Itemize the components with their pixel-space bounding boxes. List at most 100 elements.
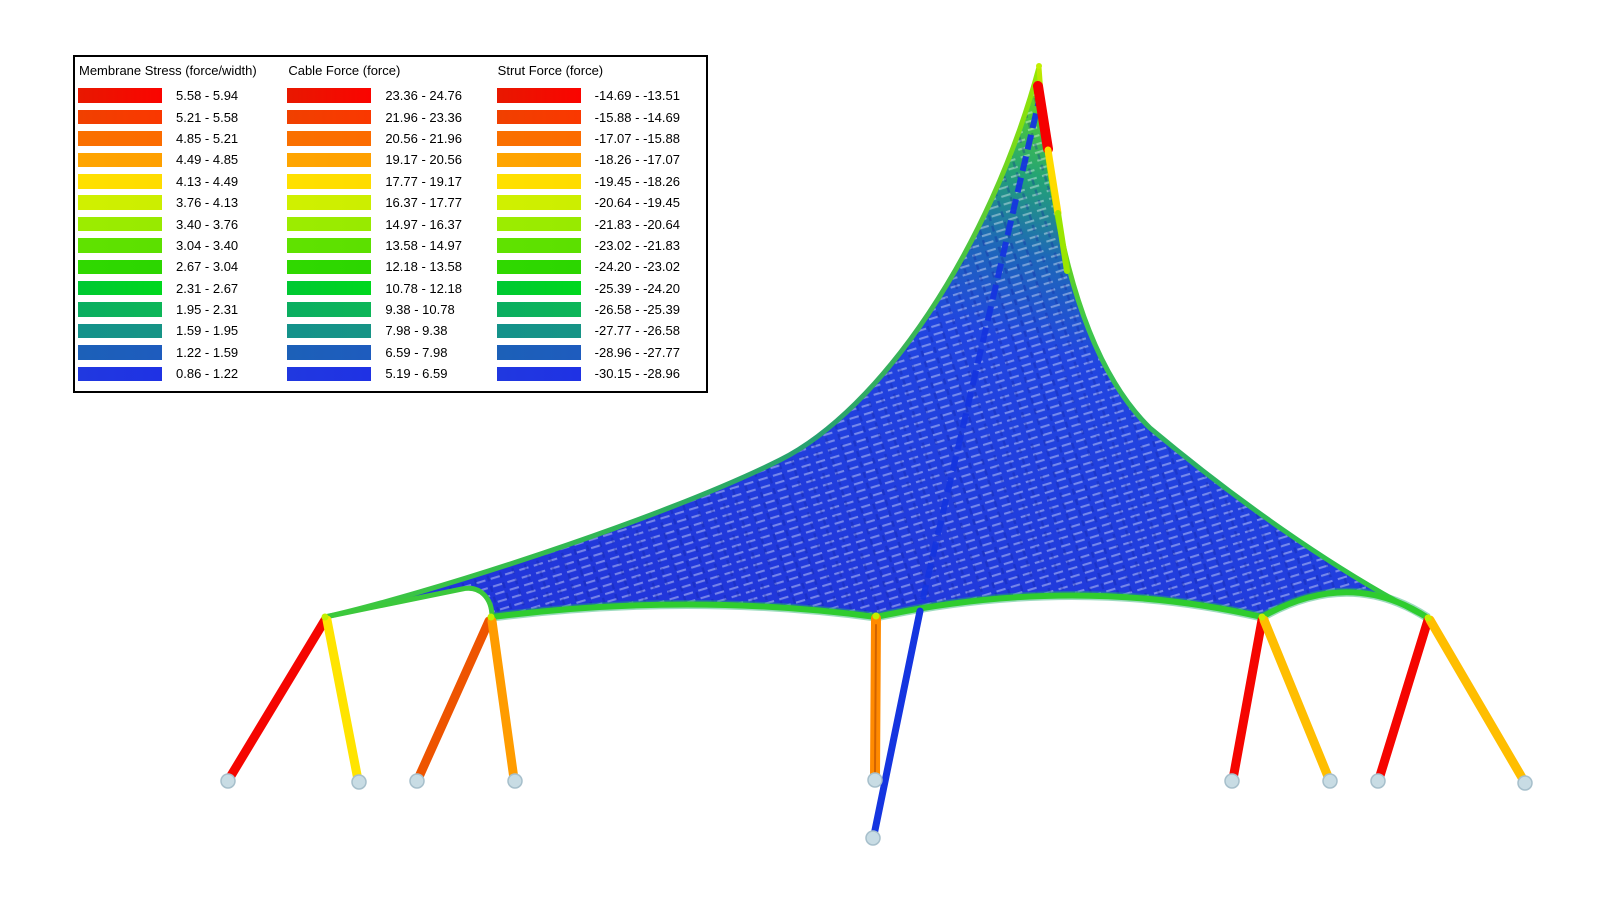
node-dot[interactable] [1036,63,1042,69]
apex-strut-red[interactable] [1033,81,1053,154]
node-group[interactable] [321,63,1432,622]
strut-a4-left[interactable] [1374,615,1433,784]
anchor-ball[interactable] [409,773,425,789]
legend-column-title: Membrane Stress (force/width) [79,63,257,78]
legend-color-swatch [287,216,372,232]
legend-color-swatch [496,195,581,210]
legend-row: 5.21 - 5.58 [78,106,287,127]
strut-a2-left[interactable] [413,616,494,784]
strut-a1-right[interactable] [322,615,363,785]
legend-row: -15.88 - -14.69 [496,106,706,127]
legend-color-swatch [287,109,372,125]
anchor-ball[interactable] [1224,773,1240,789]
edge-cable-bottom-1[interactable] [489,601,879,620]
legend-range-label: -26.58 - -25.39 [594,302,680,318]
legend-range-label: 0.86 - 1.22 [176,366,239,382]
anchor-ball[interactable] [1322,773,1338,789]
legend-range-label: 5.21 - 5.58 [176,109,239,125]
legend-row: -27.77 - -26.58 [496,320,706,341]
legend-range-label: -18.26 - -17.07 [594,152,680,168]
strut-a1-left[interactable] [224,615,330,784]
legend-range-label: 16.37 - 17.77 [385,195,462,211]
tie-cable-upper[interactable] [917,91,1044,612]
node-dot[interactable] [1258,613,1266,621]
node-dot[interactable] [487,613,495,621]
edge-cable-corner-collar[interactable] [322,585,495,620]
edge-cable-bottom-3[interactable] [1259,589,1431,621]
strut-a2-right[interactable] [487,616,519,784]
legend-color-swatch [78,302,162,317]
legend-range-label: 1.59 - 1.95 [176,323,239,339]
apex-edge-yellow[interactable] [1044,146,1062,217]
anchor-ball[interactable] [507,773,523,789]
legend-range-label: 4.85 - 5.21 [176,130,239,146]
legend-row: -24.20 - -23.02 [496,256,706,277]
legend-row: -18.26 - -17.07 [496,149,706,170]
legend-color-swatch [287,131,372,146]
legend-color-swatch [287,152,372,168]
legend-color-swatch [287,302,372,317]
node-dot[interactable] [321,613,329,621]
membrane-weave-shading [325,67,1428,618]
legend-color-swatch [78,109,162,125]
legend-column: Strut Force (force) -14.69 - -13.51 -15.88… [496,60,706,391]
node-dot[interactable] [1424,614,1432,622]
legend-range-label: -21.83 - -20.64 [594,216,680,232]
legend-range-label: 20.56 - 21.96 [385,130,462,146]
strut-group[interactable] [224,613,1529,786]
legend-row: 2.67 - 3.04 [78,256,287,277]
apex-edge-lime[interactable] [1055,210,1070,274]
node-dot[interactable] [872,612,880,620]
legend-range-label: 5.19 - 6.59 [385,366,448,382]
legend-row: 3.40 - 3.76 [78,213,287,234]
legend-row: -23.02 - -21.83 [496,235,706,256]
anchor-ball[interactable] [1517,775,1533,791]
anchor-ball[interactable] [220,773,236,789]
legend-row: -30.15 - -28.96 [496,363,706,384]
edge-cable-group[interactable] [322,64,1431,621]
legend-range-label: 2.31 - 2.67 [176,280,239,296]
anchor-ball[interactable] [867,772,883,788]
anchor-ball[interactable] [351,774,367,790]
edge-cable-bottom-2[interactable] [873,592,1265,620]
strut-a3-left[interactable] [1228,615,1267,784]
legend-color-swatch [78,216,162,232]
legend-range-label: 7.98 - 9.38 [385,323,448,339]
legend-color-swatch [496,88,581,103]
anchor-group[interactable] [220,772,1533,846]
membrane-group[interactable] [325,67,1428,618]
legend-color-swatch [287,174,372,189]
legend-row: 9.38 - 10.78 [287,299,496,320]
legend: Membrane Stress (force/width) 5.58 - 5.94… [73,55,708,393]
legend-color-swatch [78,88,162,103]
legend-color-swatch [496,238,581,253]
apex-segments[interactable] [1033,81,1070,274]
legend-row: 3.04 - 3.40 [78,235,287,256]
legend-row: 5.19 - 6.59 [287,363,496,384]
strut-a3-right[interactable] [1259,615,1334,784]
edge-cable-left[interactable] [322,64,1042,620]
legend-color-swatch [78,366,162,382]
legend-row: -20.64 - -19.45 [496,192,706,213]
legend-range-label: 1.22 - 1.59 [176,344,239,360]
legend-color-swatch [78,131,162,146]
strut-a4-right[interactable] [1425,615,1529,786]
legend-column-title: Strut Force (force) [497,63,604,78]
legend-range-label: 2.67 - 3.04 [176,259,239,275]
legend-color-swatch [496,152,581,168]
legend-range-label: -20.64 - -19.45 [594,195,680,211]
legend-column-title: Cable Force (force) [288,63,401,78]
legend-row: 4.85 - 5.21 [78,128,287,149]
anchor-ball[interactable] [865,830,881,846]
tie-cable-lower[interactable] [870,607,924,839]
anchor-ball[interactable] [1370,773,1386,789]
legend-range-label: 23.36 - 24.76 [385,88,462,104]
legend-row: -28.96 - -27.77 [496,342,706,363]
legend-column: Membrane Stress (force/width) 5.58 - 5.94… [78,60,287,391]
legend-row: -17.07 - -15.88 [496,128,706,149]
legend-range-label: 1.95 - 2.31 [176,302,239,318]
legend-row: 19.17 - 20.56 [287,149,496,170]
legend-color-swatch [287,345,372,360]
legend-color-swatch [287,280,372,296]
legend-range-label: -15.88 - -14.69 [594,109,680,125]
